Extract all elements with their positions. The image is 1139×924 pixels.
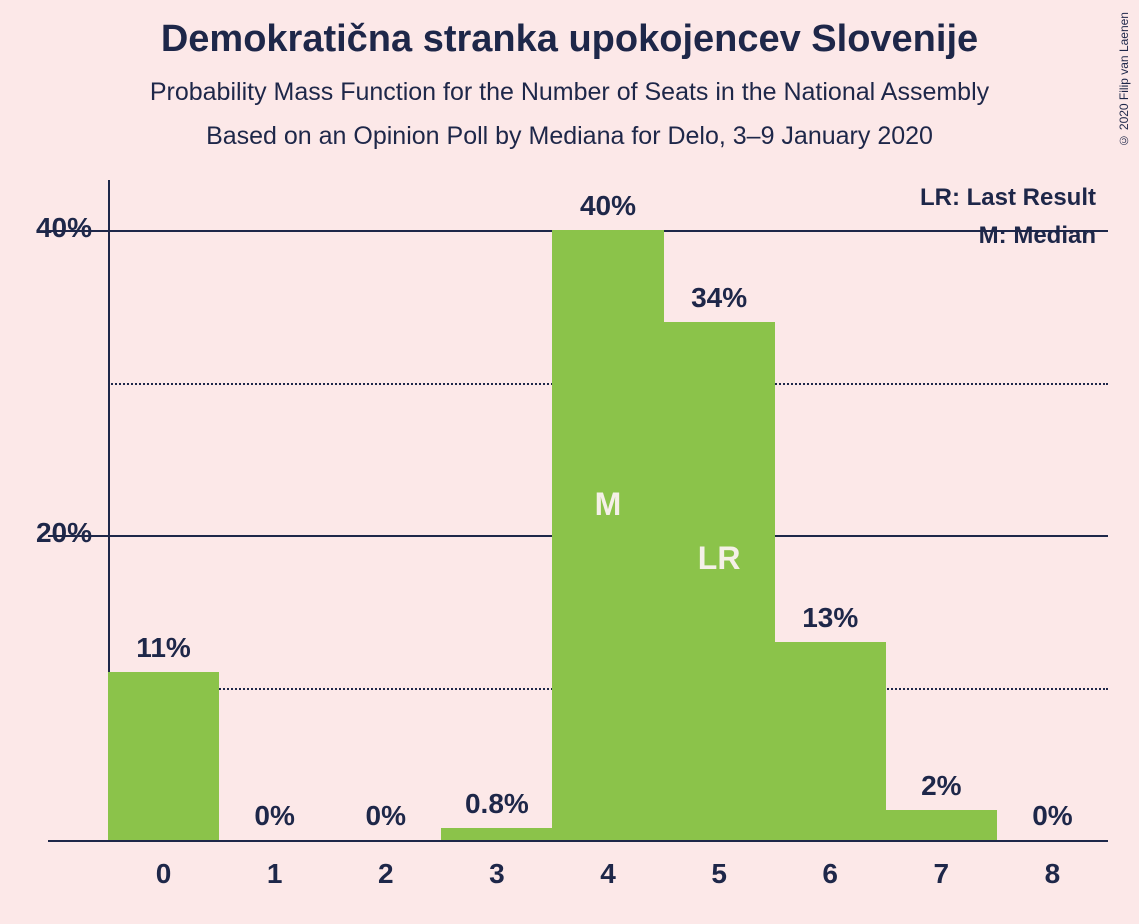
y-tick-label: 20% bbox=[12, 517, 92, 549]
chart-subtitle-1: Probability Mass Function for the Number… bbox=[0, 78, 1139, 107]
chart-subtitle-2: Based on an Opinion Poll by Mediana for … bbox=[0, 122, 1139, 151]
x-tick-label: 0 bbox=[108, 858, 219, 890]
chart-container: Demokratična stranka upokojencev Sloveni… bbox=[0, 0, 1139, 924]
bar bbox=[775, 642, 886, 840]
bar-value-label: 11% bbox=[98, 632, 229, 664]
median-marker: M bbox=[552, 486, 663, 523]
bar bbox=[552, 230, 663, 840]
x-tick-label: 2 bbox=[330, 858, 441, 890]
copyright-text: © 2020 Filip van Laenen bbox=[1117, 12, 1131, 147]
y-tick-label: 40% bbox=[12, 212, 92, 244]
bar bbox=[108, 672, 219, 840]
bar-value-label: 34% bbox=[654, 282, 785, 314]
x-tick-label: 1 bbox=[219, 858, 330, 890]
bar bbox=[441, 828, 552, 840]
bar bbox=[664, 322, 775, 840]
x-tick-label: 8 bbox=[997, 858, 1108, 890]
bar-value-label: 40% bbox=[542, 190, 673, 222]
legend-median: M: Median bbox=[979, 222, 1096, 250]
last-result-marker: LR bbox=[664, 540, 775, 577]
bar bbox=[886, 810, 997, 840]
x-axis bbox=[48, 840, 1108, 842]
x-tick-label: 4 bbox=[552, 858, 663, 890]
bar-value-label: 0.8% bbox=[431, 788, 562, 820]
x-tick-label: 6 bbox=[775, 858, 886, 890]
plot-area: 20%40%11%00%10%20.8%340%4M34%5LR13%62%70… bbox=[108, 200, 1108, 840]
bar-value-label: 2% bbox=[876, 770, 1007, 802]
x-tick-label: 7 bbox=[886, 858, 997, 890]
x-tick-label: 5 bbox=[664, 858, 775, 890]
bar-value-label: 0% bbox=[987, 800, 1118, 832]
legend-last-result: LR: Last Result bbox=[920, 184, 1096, 212]
bar-value-label: 13% bbox=[765, 602, 896, 634]
x-tick-label: 3 bbox=[441, 858, 552, 890]
chart-title: Demokratična stranka upokojencev Sloveni… bbox=[0, 18, 1139, 61]
